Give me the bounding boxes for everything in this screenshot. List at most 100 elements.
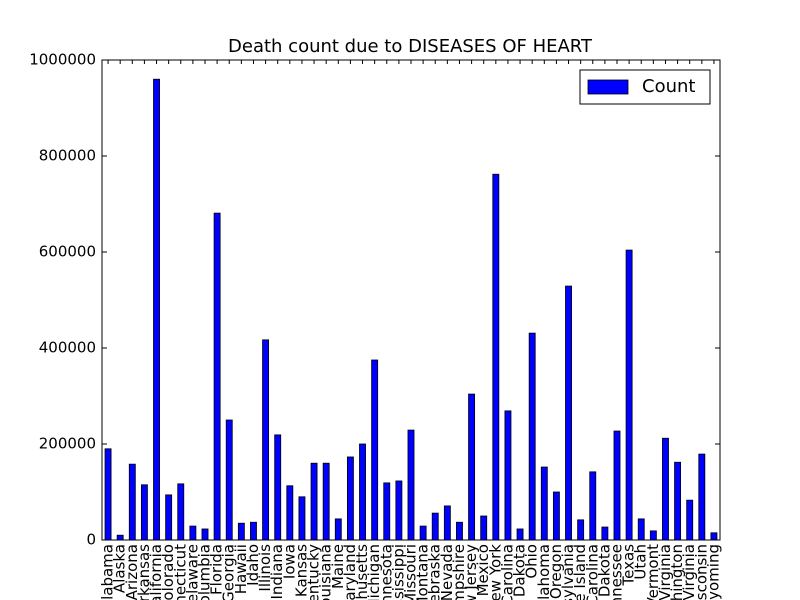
bar [359,443,366,541]
y-tick-label: 200000 [39,435,96,453]
x-tick-label: Montana [414,544,432,600]
bar [407,429,415,541]
x-tick-label: Oklahoma [535,544,553,600]
x-tick-label: Maine [329,544,347,589]
x-tick-label: New York [486,544,504,600]
bar [480,515,488,541]
x-tick-label: Kentucky [305,544,323,600]
x-tick-label: Ohio [523,544,541,579]
bar [310,462,318,541]
bar [286,485,294,541]
x-tick-label: Delaware [183,544,201,600]
bar [698,453,706,541]
bar [346,456,354,541]
x-tick-label: Iowa [280,544,298,579]
bar [589,471,597,541]
bar [504,410,512,541]
x-tick-label: Massachusetts [353,544,371,600]
bar [262,339,270,541]
bar [674,461,682,541]
bar [153,78,160,541]
bar [649,530,657,541]
x-tick-label: Virginia [656,544,674,600]
x-tick-label: North Dakota [511,544,529,600]
x-tick-label: Nevada [438,544,456,600]
x-tick-label: Nebraska [426,544,444,600]
legend-swatch [587,79,629,95]
bar [552,491,560,541]
bar [443,505,451,541]
x-tick-label: Illinois [256,544,274,592]
x-tick-label: Maryland [341,544,359,600]
bar [165,494,173,541]
x-tick-label: Arkansas [135,544,153,600]
x-tick-label: Mississippi [389,544,407,600]
x-tick-label: West Virginia [680,544,698,600]
bar [710,532,718,541]
x-tick-label: Minnesota [377,544,395,600]
x-tick-label: New Jersey [462,544,480,600]
bar [250,521,257,541]
y-tick-label: 0 [86,531,96,549]
x-tick-label: Oregon [547,544,565,599]
bar [528,332,536,541]
legend-label: Count [642,76,695,97]
bar [225,419,233,541]
bar [516,528,524,541]
bar [625,249,633,541]
bar [565,285,572,541]
bar [237,522,245,541]
x-tick-label: California [147,544,165,600]
x-tick-label: Indiana [268,544,286,600]
bar [128,463,136,541]
x-tick-label: Wyoming [704,544,722,600]
bar [468,393,476,541]
bar [201,528,209,541]
x-tick-label: Idaho [244,544,262,586]
x-tick-label: Washington [668,544,686,600]
y-tick-label: 400000 [39,339,96,357]
bar [274,434,282,541]
bar [116,534,124,541]
bar [298,496,306,541]
x-tick-label: North Carolina [498,544,516,600]
bar [540,466,548,541]
bar [322,462,330,541]
bar [419,525,427,541]
bar [104,448,112,541]
bar [371,359,379,541]
bar [456,521,463,541]
x-tick-label: South Dakota [595,544,613,600]
x-tick-label: Kansas [292,544,310,597]
x-tick-label: Louisiana [317,544,335,600]
x-tick-label: Alabama [99,544,117,600]
bar [577,519,585,541]
x-tick-label: Vermont [644,544,662,600]
x-tick-label: Tennessee [608,544,626,600]
bar [686,499,694,541]
bar [662,437,669,541]
y-tick-label: 1000000 [29,51,96,69]
x-tick-label: Rhode Island [571,544,589,600]
y-tick-label: 600000 [39,243,96,261]
chart-title: Death count due to DISEASES OF HEART [228,36,593,57]
bar [395,480,403,541]
x-tick-label: New Mexico [474,544,492,600]
bar [334,518,342,541]
x-tick-label: Arizona [123,544,141,600]
x-tick-label: Michigan [365,544,383,600]
bar [601,526,609,541]
bar [383,482,391,541]
x-tick-label: Hawaii [232,544,250,594]
x-tick-label: Alaska [111,544,129,593]
bar [189,525,197,541]
x-tick-label: District of Columbia [196,544,214,600]
bar [213,212,221,541]
x-tick-label: South Carolina [583,544,601,600]
bar [140,484,148,541]
x-tick-label: Georgia [220,544,238,600]
x-tick-label: Pennsylvania [559,544,577,600]
x-tick-label: Florida [208,544,226,595]
